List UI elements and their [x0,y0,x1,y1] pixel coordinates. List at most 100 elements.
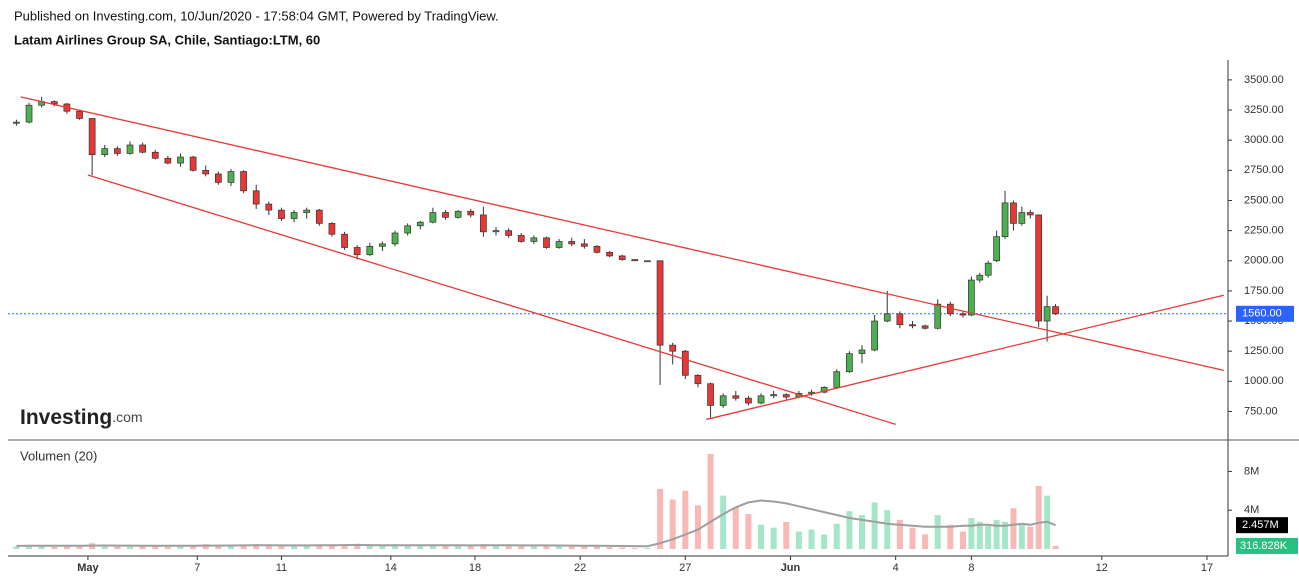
candle-body [681,350,689,376]
candle-body [921,325,929,329]
volume-bar [556,546,563,549]
last-volume-box [1236,537,1298,554]
candle-body [757,395,765,404]
y-tick-label: 3500.00 [1244,74,1284,86]
candle-body [984,262,992,276]
volume-bar [190,545,197,549]
candle-body [1026,212,1034,216]
volume-bar [976,521,983,549]
x-tick-label: 18 [469,562,481,574]
y-tick-label: 2500.00 [1244,194,1284,206]
volume-bar [707,453,714,549]
volume-bar [606,547,613,549]
logo-suffix: .com [112,409,142,425]
volume-bar [644,548,651,549]
candle-body [366,245,374,256]
candle-body [88,118,96,156]
candle-body [480,214,487,233]
candle-body [126,144,134,154]
volume-bar [38,545,45,549]
candle-body [959,313,967,316]
x-tick-label: 17 [1201,562,1213,574]
candle-body [543,237,550,248]
volume-bar [240,544,247,549]
volume-bar [821,534,828,549]
volume-bar [505,545,512,549]
volume-bar [379,545,386,549]
candle-body [164,157,172,164]
candle-body [517,235,525,242]
volume-bar [732,507,739,549]
candle-body [770,394,778,397]
candle-body [782,394,790,398]
candle-body [202,169,210,175]
last-price-label: 1560.00 [1242,308,1282,320]
y-tick-label: 8M [1244,465,1259,477]
volume-bar [846,511,853,549]
x-tick-label: 4 [893,562,899,574]
volume-bar [114,546,121,549]
y-tick-label: 2250.00 [1244,225,1284,237]
volume-bar [101,545,108,549]
candle-body [315,209,323,224]
volume-bar [1010,508,1017,549]
candle-body [442,212,449,218]
candle-body [328,223,336,235]
volume-bar [922,534,929,549]
candle-body [883,313,891,322]
trendline [20,96,1224,371]
x-tick-label: 7 [194,562,200,574]
y-tick-label: 2000.00 [1244,255,1284,267]
volume-bar [215,545,222,549]
volume-bar [631,548,638,549]
volume-bar [968,517,975,549]
candle-body [719,395,727,406]
candle-body [454,210,462,218]
volume-bar [455,545,462,549]
volume-bar [985,525,992,549]
volume-bar [859,515,865,549]
volume-bar [694,505,701,549]
candle-body [114,148,121,154]
candle-body [606,251,613,257]
volume-bar [392,544,399,549]
candle-body [492,230,500,233]
symbol-title: Latam Airlines Group SA, Chile, Santiago… [14,32,320,47]
volume-bar [177,546,184,549]
candle-body [833,371,841,388]
volume-bar [682,490,689,549]
candle-body [530,237,538,242]
x-tick-label: 12 [1096,562,1108,574]
candle-body [618,255,626,260]
last-ma-label: 2.457M [1242,519,1279,531]
volume-bar [909,527,916,549]
volume-bar [1002,521,1009,549]
volume-bar [745,514,752,549]
y-tick-label: 3000.00 [1244,134,1284,146]
candle-body [694,374,702,385]
volume-bar [619,547,626,549]
candle-body [467,210,475,216]
x-tick-label: Jun [781,562,801,574]
candle-body [303,209,311,213]
volume-bar [152,546,159,549]
candle-body [993,236,1000,262]
candle-body [214,173,222,183]
volume-bar [947,524,954,549]
candle-body [669,344,677,352]
candle-body [745,397,752,404]
candle-body [353,247,361,256]
candle-body [555,241,563,248]
volume-bar [127,545,133,549]
candle-body [1052,306,1059,315]
candle-body [341,233,348,248]
volume-ma-line [16,499,1056,548]
volume-bar [354,543,361,549]
volume-bar [884,510,891,549]
volume-bar [493,545,499,549]
candle-body [1035,214,1043,322]
y-tick-label: 3250.00 [1244,104,1284,116]
candle-body [580,243,588,247]
